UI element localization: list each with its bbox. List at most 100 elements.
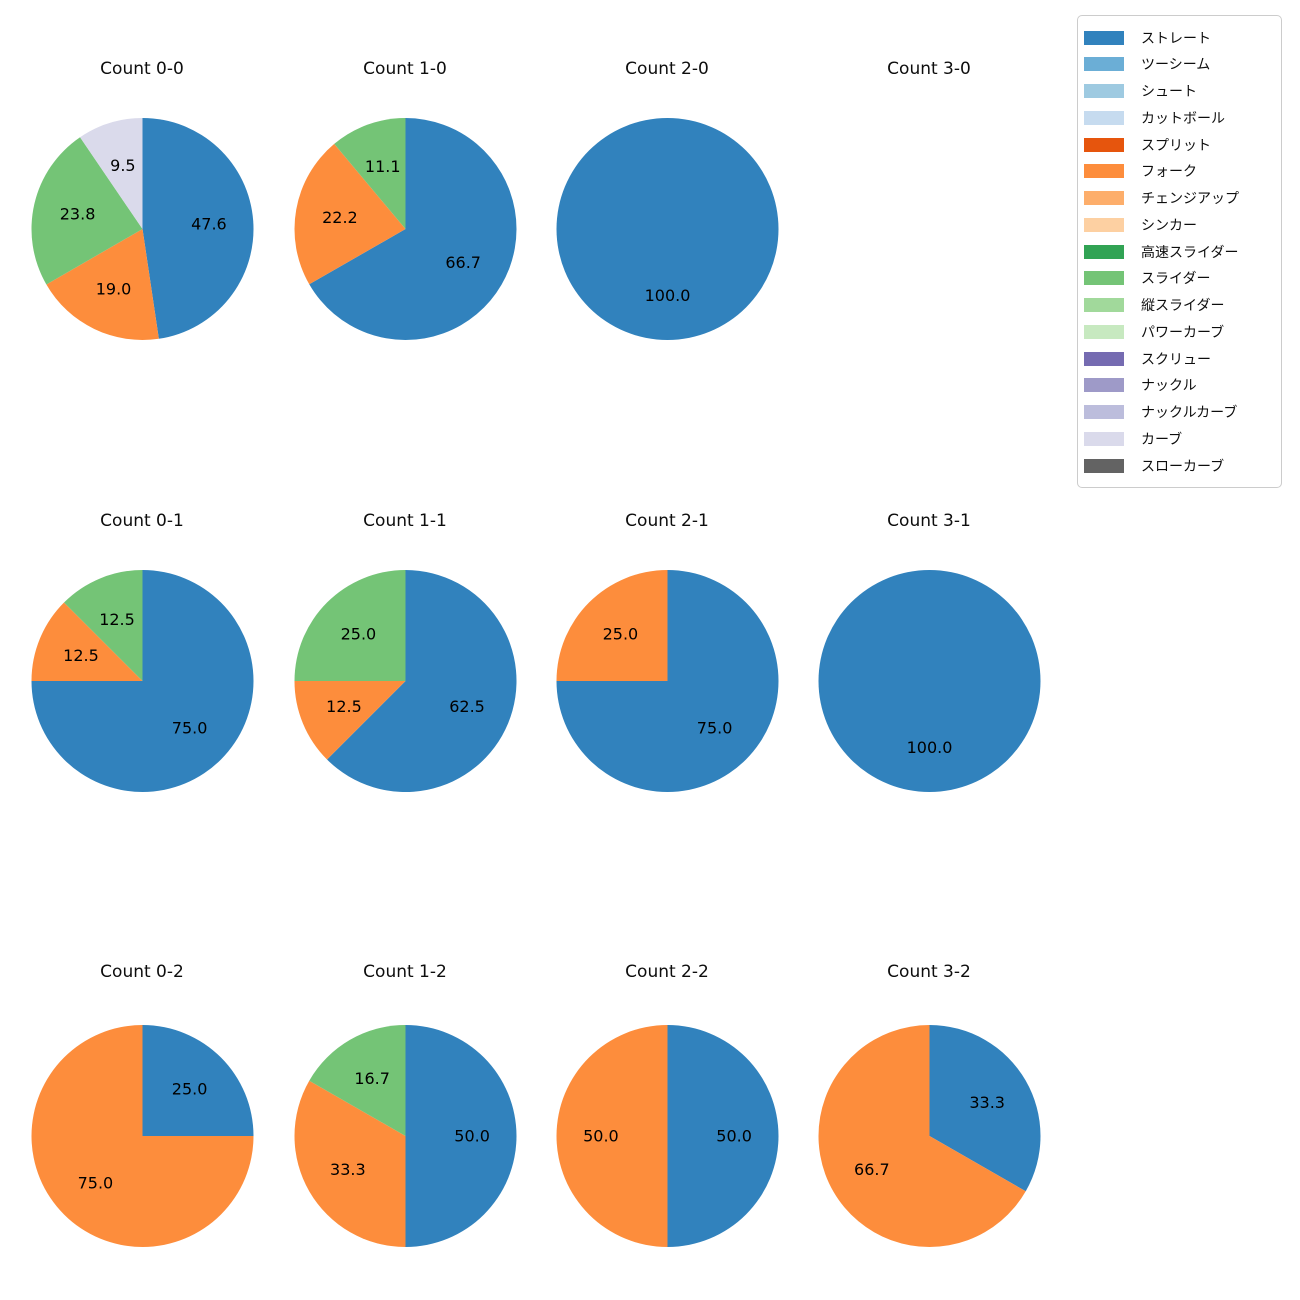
legend-swatch: [1084, 164, 1124, 179]
legend-label: スクリュー: [1141, 351, 1211, 368]
chart-title: Count 1-0: [363, 59, 447, 79]
pie-chart-count-0-1: Count 0-1 75.0 12.5 12.5: [11, 509, 274, 793]
pie-slice: [294, 681, 405, 760]
legend-swatch: [1084, 137, 1124, 152]
pie-slice: [142, 118, 254, 339]
legend-swatch: [1084, 57, 1124, 72]
legend-item: シュート: [1084, 79, 1277, 104]
pie-slice: [556, 118, 778, 340]
pie-slice: [79, 118, 142, 229]
legend-swatch: [1084, 110, 1124, 125]
pie-slice: [142, 1025, 253, 1136]
legend-item: パワーカーブ: [1084, 319, 1277, 344]
pie-svg: 100.0: [818, 570, 1040, 792]
pie-slice: [556, 570, 667, 681]
pie-slice: [294, 143, 405, 285]
pie-slice-label: 50.0: [716, 1127, 752, 1146]
pie-slice: [294, 1080, 405, 1247]
pie-slice: [31, 602, 142, 681]
chart-title: Count 3-2: [887, 962, 971, 982]
legend-label: スライダー: [1141, 271, 1211, 288]
chart-title: Count 2-0: [625, 59, 709, 79]
legend-label: ツーシーム: [1141, 57, 1211, 74]
legend-label: シンカー: [1141, 217, 1197, 234]
pie-chart-count-2-0: Count 2-0 100.0: [536, 57, 799, 341]
legend-swatch: [1084, 84, 1124, 98]
legend-label: シュート: [1141, 84, 1197, 100]
legend-label: スローカーブ: [1141, 458, 1225, 475]
legend-swatch: [1084, 378, 1124, 393]
pie-chart-count-3-2: Count 3-2 33.3 66.7: [798, 960, 1061, 1248]
legend-item: 縦スライダー: [1084, 293, 1277, 318]
legend-label: フォーク: [1141, 164, 1197, 181]
legend-item: フォーク: [1084, 159, 1277, 184]
pie-svg: 47.6 19.0 23.8 9.5: [30, 118, 254, 340]
chart-title: Count 0-2: [100, 962, 184, 982]
legend-label: 高速スライダー: [1141, 244, 1239, 261]
chart-title: Count 3-1: [887, 511, 971, 531]
legend-swatch: [1084, 191, 1124, 205]
legend-label: 縦スライダー: [1141, 298, 1225, 314]
pie-slice-label: 9.5: [110, 156, 135, 175]
pie-slice: [818, 570, 1040, 792]
pie-slice-label: 22.2: [322, 208, 358, 227]
pie-chart-count-0-0: Count 0-0 47.6 19.0 23.8 9.5: [11, 57, 274, 341]
pie-slice-label: 33.3: [330, 1160, 366, 1179]
legend-label: ナックル: [1141, 378, 1197, 395]
legend-swatch: [1084, 217, 1124, 232]
pie-slice: [31, 1025, 254, 1247]
legend-item: ストレート: [1084, 25, 1277, 50]
legend-item: ツーシーム: [1084, 52, 1277, 77]
pie-slice: [308, 1025, 405, 1136]
pie-svg: 25.0 75.0: [31, 1025, 254, 1247]
legend-swatch: [1084, 458, 1124, 473]
pie-slice-label: 100.0: [644, 286, 690, 305]
pie-slice: [294, 570, 405, 681]
pie-chart-count-2-2: Count 2-2 50.0 50.0: [536, 960, 799, 1248]
legend: ストレートツーシームシュートカットボールスプリットフォークチェンジアップシンカー…: [1077, 15, 1282, 488]
pie-slice: [326, 570, 516, 792]
pie-slice: [556, 1025, 667, 1247]
pie-slice-label: 62.5: [449, 697, 485, 716]
pie-svg: 50.0 33.3 16.7: [294, 1025, 516, 1247]
legend-label: カットボール: [1141, 110, 1225, 127]
legend-item: ナックル: [1084, 373, 1277, 398]
pie-slice-label: 66.7: [854, 1160, 890, 1179]
legend-item: チェンジアップ: [1084, 186, 1277, 211]
legend-swatch: [1084, 298, 1124, 312]
pie-svg: 100.0: [556, 118, 778, 340]
pie-slice-label: 75.0: [696, 719, 732, 738]
pie-svg: 50.0 50.0: [556, 1025, 778, 1247]
pie-slice-label: 12.5: [99, 610, 135, 629]
legend-label: ナックルカーブ: [1141, 405, 1238, 421]
legend-swatch: [1084, 30, 1124, 45]
pie-chart-count-3-1: Count 3-1 100.0: [798, 509, 1061, 793]
pie-slice-label: 25.0: [171, 1079, 207, 1098]
pie-slice: [818, 1025, 1026, 1247]
pie-slice-label: 11.1: [364, 157, 400, 176]
pie-slice-label: 50.0: [583, 1127, 619, 1146]
legend-item: スローカーブ: [1084, 453, 1277, 478]
pie-slice: [30, 137, 142, 285]
legend-swatch: [1084, 244, 1124, 259]
chart-title: Count 3-0: [887, 59, 971, 79]
legend-label: ストレート: [1141, 30, 1211, 47]
pie-slice-label: 100.0: [906, 738, 952, 757]
chart-title: Count 2-2: [625, 962, 709, 982]
pie-chart-count-1-2: Count 1-2 50.0 33.3 16.7: [274, 960, 537, 1248]
pie-slice-label: 19.0: [95, 279, 131, 298]
pie-slice-label: 12.5: [63, 646, 99, 665]
legend-item: スプリット: [1084, 132, 1277, 157]
pie-svg: 75.0 25.0: [556, 570, 778, 792]
pie-slice: [308, 118, 516, 340]
pie-svg: 33.3 66.7: [818, 1025, 1040, 1247]
pie-chart-count-3-0: Count 3-0: [798, 57, 1061, 341]
legend-swatch: [1084, 324, 1124, 339]
pie-chart-count-1-1: Count 1-1 62.5 12.5 25.0: [274, 509, 537, 793]
pie-svg: 66.7 22.2 11.1: [294, 118, 516, 340]
pie-slice-label: 25.0: [340, 624, 376, 643]
legend-swatch: [1084, 271, 1124, 286]
pie-slice: [63, 570, 142, 681]
pie-slice-label: 47.6: [191, 215, 227, 234]
